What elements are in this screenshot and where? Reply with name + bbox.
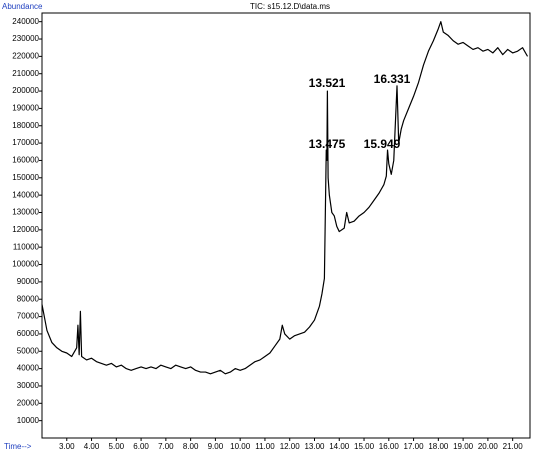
y-tick-label: 90000 [17,277,40,286]
y-tick-label: 220000 [12,51,39,60]
x-tick-label: 14.00 [329,442,350,451]
data-line [41,21,529,375]
peak-label: 13.475 [309,137,346,151]
y-tick-label: 40000 [17,364,40,373]
x-tick-label: 19.00 [453,442,474,451]
x-tick-label: 9.00 [208,442,224,451]
x-tick-label: 3.00 [59,442,75,451]
x-tick-label: 8.00 [183,442,199,451]
x-tick-label: 5.00 [109,442,125,451]
y-tick-label: 10000 [17,416,40,425]
x-tick-label: 11.00 [255,442,275,451]
peak-label: 13.521 [309,76,346,90]
y-tick-label: 150000 [12,173,39,182]
x-axis-label: Time--> [4,442,32,451]
x-tick-label: 21.00 [503,442,524,451]
y-tick-label: 60000 [17,329,40,338]
y-tick-label: 110000 [13,242,40,251]
peak-label: 15.949 [364,137,401,151]
y-tick-label: 50000 [17,346,40,355]
y-tick-label: 20000 [17,398,40,407]
y-tick-label: 180000 [12,121,39,130]
peak-label: 16.331 [374,72,411,86]
x-tick-label: 15.00 [354,442,375,451]
chart-title: TIC: s15.12.D\data.ms [250,2,330,11]
y-tick-label: 230000 [12,34,39,43]
x-tick-label: 20.00 [478,442,499,451]
y-tick-label: 130000 [12,208,39,217]
y-tick-label: 200000 [12,86,39,95]
y-tick-label: 190000 [12,104,39,113]
y-tick-label: 240000 [12,17,39,26]
x-tick-label: 7.00 [158,442,174,451]
y-tick-label: 100000 [12,260,39,269]
y-tick-label: 70000 [17,312,40,321]
y-tick-label: 140000 [12,190,39,199]
x-tick-label: 10.00 [230,442,251,451]
y-tick-label: 170000 [12,138,39,147]
x-tick-label: 4.00 [84,442,100,451]
y-axis-label: Abundance [2,2,43,11]
y-tick-label: 30000 [17,381,40,390]
y-tick-label: 80000 [17,294,40,303]
x-tick-label: 17.00 [404,442,425,451]
x-tick-label: 6.00 [133,442,149,451]
x-tick-label: 16.00 [379,442,400,451]
x-tick-label: 12.00 [280,442,301,451]
plot-frame [41,12,531,439]
y-tick-label: 210000 [12,69,39,78]
y-tick-label: 120000 [12,225,39,234]
y-tick-label: 160000 [12,156,39,165]
x-tick-label: 18.00 [428,442,449,451]
x-tick-label: 13.00 [304,442,325,451]
